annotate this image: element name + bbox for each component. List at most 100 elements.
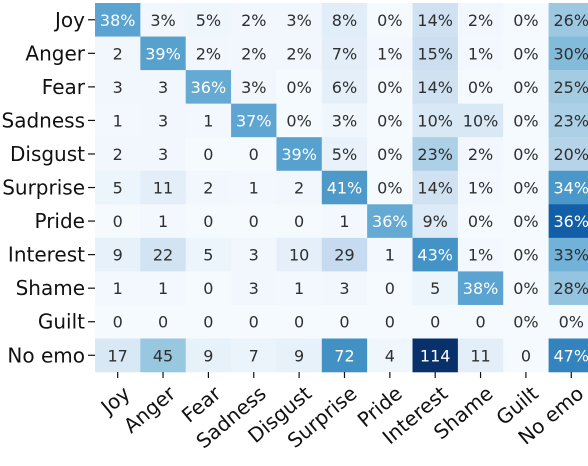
heatmap-cell-joy-interest — [412, 3, 459, 37]
heatmap-cell-label-guilt-guilt: 0% — [513, 313, 538, 332]
heatmap-cell-label-shame-pride: 0 — [385, 279, 395, 298]
heatmap-cell-no-emo-pride — [367, 338, 413, 373]
heatmap-cell-joy-no-emo — [548, 3, 588, 37]
heatmap-cell-label-joy-shame: 2% — [468, 11, 493, 30]
heatmap-cell-label-anger-disgust: 2% — [286, 44, 311, 63]
heatmap-cell-label-disgust-joy: 2 — [113, 145, 123, 164]
heatmap-cell-label-interest-no-emo: 33% — [553, 246, 588, 265]
heatmap-cell-label-guilt-surprise: 0 — [339, 313, 349, 332]
heatmap-cell-fear-interest — [412, 70, 459, 104]
heatmap-cell-label-surprise-anger: 11 — [153, 179, 173, 198]
heatmap-cell-label-sadness-surprise: 3% — [332, 111, 357, 130]
heatmap-cell-disgust-no-emo — [548, 137, 588, 171]
heatmap-cell-label-joy-anger: 3% — [150, 11, 175, 30]
heatmap-cell-anger-pride — [367, 36, 413, 71]
heatmap-cell-joy-guilt — [503, 3, 549, 37]
heatmap-cell-label-shame-sadness: 3 — [249, 279, 259, 298]
heatmap-cell-label-anger-anger: 39% — [145, 44, 181, 63]
heatmap-cell-fear-disgust — [276, 70, 323, 104]
heatmap-cell-label-fear-pride: 0% — [377, 78, 402, 97]
heatmap-cell-no-emo-shame — [457, 338, 504, 373]
heatmap-cell-pride-pride — [367, 204, 413, 239]
heatmap-cell-label-anger-pride: 1% — [377, 44, 402, 63]
heatmap-cell-anger-guilt — [503, 36, 549, 71]
heatmap-cell-fear-pride — [367, 70, 413, 104]
heatmap-cell-shame-guilt — [503, 271, 549, 306]
heatmap-cell-label-disgust-interest: 23% — [417, 145, 453, 164]
heatmap-cell-label-guilt-interest: 0 — [430, 313, 440, 332]
heatmap-cell-label-sadness-fear: 1 — [203, 111, 213, 130]
heatmap-cell-label-disgust-guilt: 0% — [513, 145, 538, 164]
heatmap-cell-shame-anger — [140, 271, 186, 306]
heatmap-cell-label-disgust-no-emo: 20% — [553, 145, 588, 164]
heatmap-cell-label-disgust-pride: 0% — [377, 145, 402, 164]
heatmap-cell-guilt-surprise — [321, 304, 368, 339]
heatmap-cell-label-anger-fear: 2% — [196, 44, 221, 63]
heatmap-cell-label-anger-surprise: 7% — [332, 44, 357, 63]
heatmap-cell-pride-shame — [457, 204, 504, 239]
heatmap-cell-shame-disgust — [276, 271, 323, 306]
heatmap-cell-label-anger-joy: 2 — [113, 44, 123, 63]
heatmap-cell-anger-interest — [412, 36, 459, 71]
heatmap-cell-interest-anger — [140, 237, 186, 272]
heatmap-cell-guilt-fear — [185, 304, 232, 339]
heatmap-cell-fear-fear — [185, 70, 232, 104]
heatmap-cell-label-fear-interest: 14% — [417, 78, 453, 97]
heatmap-cell-label-anger-sadness: 2% — [241, 44, 266, 63]
heatmap-cell-label-interest-sadness: 3 — [249, 246, 259, 265]
heatmap-cell-disgust-surprise — [321, 137, 368, 171]
heatmap-cell-no-emo-no-emo — [548, 338, 588, 373]
heatmap-cell-sadness-guilt — [503, 103, 549, 138]
heatmap-cell-label-guilt-joy: 0 — [113, 313, 123, 332]
heatmap-cell-label-anger-shame: 1% — [468, 44, 493, 63]
heatmap-cell-pride-guilt — [503, 204, 549, 239]
heatmap-cell-label-no-emo-no-emo: 47% — [553, 346, 588, 365]
heatmap-cell-label-disgust-anger: 3 — [158, 145, 168, 164]
heatmap-cell-label-pride-no-emo: 36% — [553, 212, 588, 231]
y-tick-label-sadness: Sadness — [2, 108, 85, 132]
heatmap-cell-surprise-pride — [367, 170, 413, 205]
heatmap-cell-label-disgust-fear: 0 — [203, 145, 213, 164]
heatmap-cell-label-anger-guilt: 0% — [513, 44, 538, 63]
heatmap-cell-pride-no-emo — [548, 204, 588, 239]
heatmap-cell-surprise-interest — [412, 170, 459, 205]
heatmap-cell-label-pride-disgust: 0 — [294, 212, 304, 231]
heatmap-cell-no-emo-anger — [140, 338, 186, 373]
heatmap-cell-label-pride-shame: 0% — [468, 212, 493, 231]
heatmap-cell-label-sadness-no-emo: 23% — [553, 111, 588, 130]
heatmap-cell-disgust-anger — [140, 137, 186, 171]
heatmap-cell-label-pride-anger: 1 — [158, 212, 168, 231]
heatmap-cell-label-surprise-surprise: 41% — [327, 179, 363, 198]
heatmap-cell-label-pride-interest: 9% — [423, 212, 448, 231]
heatmap-cell-label-pride-joy: 0 — [113, 212, 123, 231]
heatmap-cell-label-fear-sadness: 3% — [241, 78, 266, 97]
heatmap-cell-label-guilt-anger: 0 — [158, 313, 168, 332]
heatmap-cell-label-joy-sadness: 2% — [241, 11, 266, 30]
heatmap-cell-joy-fear — [185, 3, 232, 37]
heatmap-cell-disgust-guilt — [503, 137, 549, 171]
heatmap-cell-guilt-disgust — [276, 304, 323, 339]
heatmap-cell-guilt-joy — [95, 304, 141, 339]
heatmap-cell-label-sadness-guilt: 0% — [513, 111, 538, 130]
heatmap-cell-label-interest-interest: 43% — [417, 246, 453, 265]
heatmap-cell-guilt-sadness — [231, 304, 277, 339]
heatmap-cells — [95, 3, 588, 373]
heatmap-cell-joy-pride — [367, 3, 413, 37]
heatmap-cell-label-sadness-pride: 0% — [377, 111, 402, 130]
heatmap-cell-label-disgust-disgust: 39% — [281, 145, 317, 164]
heatmap-cell-anger-anger — [140, 36, 186, 71]
heatmap-cell-label-fear-anger: 3 — [158, 78, 168, 97]
heatmap-cell-label-joy-interest: 14% — [417, 11, 453, 30]
heatmap-cell-label-disgust-shame: 2% — [468, 145, 493, 164]
axis-ticks — [88, 19, 572, 379]
heatmap-cell-sadness-no-emo — [548, 103, 588, 138]
heatmap-cell-label-sadness-anger: 3 — [158, 111, 168, 130]
heatmap-cell-interest-joy — [95, 237, 141, 272]
heatmap-cell-disgust-disgust — [276, 137, 323, 171]
heatmap-cell-shame-no-emo — [548, 271, 588, 306]
heatmap-cell-label-no-emo-disgust: 9 — [294, 346, 304, 365]
heatmap-cell-label-sadness-disgust: 0% — [286, 111, 311, 130]
y-tick-label-disgust: Disgust — [10, 142, 85, 166]
heatmap-cell-label-fear-fear: 36% — [191, 78, 227, 97]
heatmap-cell-no-emo-guilt — [503, 338, 549, 373]
